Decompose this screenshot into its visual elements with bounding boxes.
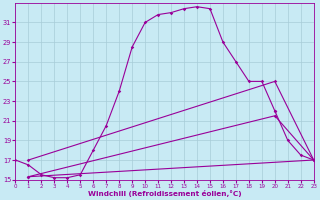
X-axis label: Windchill (Refroidissement éolien,°C): Windchill (Refroidissement éolien,°C) <box>88 190 241 197</box>
